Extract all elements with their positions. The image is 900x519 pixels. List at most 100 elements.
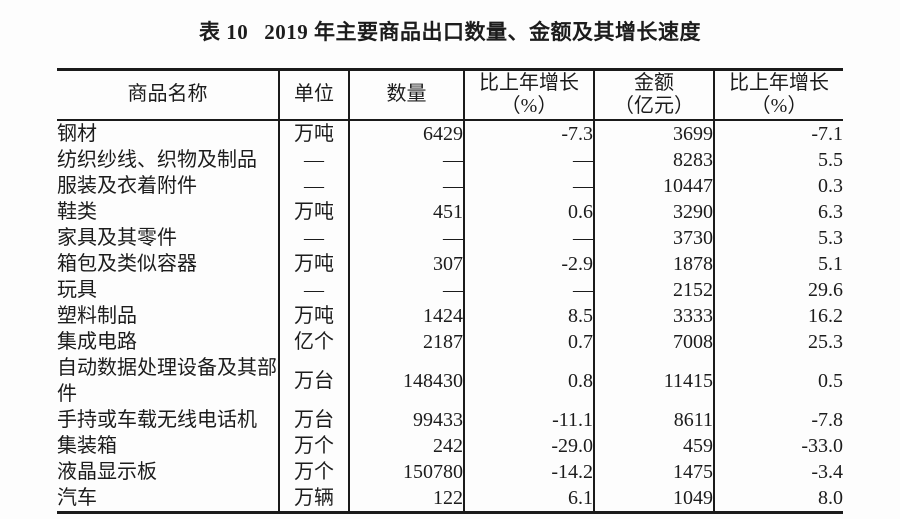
cell-unit: —: [278, 276, 349, 303]
cell-commodity-name: 手持或车载无线电话机: [57, 408, 257, 431]
column-header-line: 金额: [634, 71, 674, 94]
cell-quantity: 99433: [348, 406, 464, 433]
cell-commodity-name: 家具及其零件: [57, 226, 177, 249]
cell-value-growth: 16.2: [713, 302, 843, 329]
table-row: 塑料制品 万吨 1424 8.5 3333 16.2: [57, 302, 843, 329]
table-row: 鞋类 万吨 451 0.6 3290 6.3: [57, 198, 843, 225]
cell-value-growth: -3.4: [713, 458, 843, 485]
cell-value-growth: 8.0: [713, 484, 843, 512]
cell-commodity-name: 纺织纱线、织物及制品: [57, 148, 257, 171]
column-header-line: 商品名称: [127, 83, 208, 106]
cell-commodity-name: 自动数据处理设备及其部件: [57, 356, 277, 405]
cell-value: 7008: [593, 328, 714, 355]
cell-value-growth: -33.0: [713, 432, 843, 459]
table-container: 商品名称 单位 数量 比上年增长 （%）: [57, 68, 843, 514]
cell-quantity: —: [348, 276, 464, 303]
cell-unit: —: [278, 146, 349, 173]
cell-value: 8283: [593, 146, 714, 173]
column-header-unit: 单位: [278, 69, 349, 121]
cell-quantity-growth: —: [463, 146, 594, 173]
cell-commodity-name: 玩具: [57, 278, 97, 301]
cell-commodity-name: 箱包及类似容器: [57, 252, 197, 275]
table-row: 汽车 万辆 122 6.1 1049 8.0: [57, 484, 843, 512]
column-header-quantity-growth: 比上年增长 （%）: [463, 69, 594, 121]
header-row: 商品名称 单位 数量 比上年增长 （%）: [57, 69, 843, 121]
cell-commodity-name: 鞋类: [57, 200, 97, 223]
cell-quantity-growth: -2.9: [463, 250, 594, 277]
cell-quantity: 242: [348, 432, 464, 459]
cell-quantity: 122: [348, 484, 464, 512]
column-header-line: （%）: [750, 94, 808, 117]
cell-unit: —: [278, 172, 349, 199]
table-title: 表 10 2019 年主要商品出口数量、金额及其增长速度: [0, 0, 900, 46]
cell-value: 3290: [593, 198, 714, 225]
cell-commodity-name: 塑料制品: [57, 304, 137, 327]
cell-value: 3333: [593, 302, 714, 329]
table-row: 自动数据处理设备及其部件 万台 148430 0.8 11415 0.5: [57, 354, 843, 407]
cell-value: 3730: [593, 224, 714, 251]
cell-commodity-name: 集装箱: [57, 434, 117, 457]
cell-unit: 万吨: [278, 119, 349, 147]
cell-value-growth: 0.3: [713, 172, 843, 199]
cell-quantity: —: [348, 146, 464, 173]
cell-quantity: 451: [348, 198, 464, 225]
column-header-value-growth: 比上年增长 （%）: [713, 69, 843, 121]
cell-value: 1475: [593, 458, 714, 485]
cell-quantity: 150780: [348, 458, 464, 485]
column-header-line: （%）: [500, 94, 558, 117]
cell-quantity: 1424: [348, 302, 464, 329]
table-row: 纺织纱线、织物及制品 — — — 8283 5.5: [57, 146, 843, 173]
export-commodities-table: 商品名称 单位 数量 比上年增长 （%）: [57, 68, 843, 514]
cell-unit: 万吨: [278, 198, 349, 225]
cell-quantity-growth: 6.1: [463, 484, 594, 512]
cell-quantity-growth: 0.6: [463, 198, 594, 225]
table-row: 服装及衣着附件 — — — 10447 0.3: [57, 172, 843, 199]
table-caption: 2019 年主要商品出口数量、金额及其增长速度: [264, 20, 701, 44]
cell-value-growth: 25.3: [713, 328, 843, 355]
table-row: 家具及其零件 — — — 3730 5.3: [57, 224, 843, 251]
column-header-quantity: 数量: [348, 69, 464, 121]
cell-unit: 亿个: [278, 328, 349, 355]
table-row: 液晶显示板 万个 150780 -14.2 1475 -3.4: [57, 458, 843, 485]
table-row: 箱包及类似容器 万吨 307 -2.9 1878 5.1: [57, 250, 843, 277]
cell-value: 11415: [593, 354, 714, 407]
cell-unit: 万吨: [278, 250, 349, 277]
cell-value-growth: 5.1: [713, 250, 843, 277]
cell-quantity-growth: -11.1: [463, 406, 594, 433]
table-row: 手持或车载无线电话机 万台 99433 -11.1 8611 -7.8: [57, 406, 843, 433]
cell-quantity: 148430: [348, 354, 464, 407]
table-row: 玩具 — — — 2152 29.6: [57, 276, 843, 303]
cell-quantity-growth: —: [463, 172, 594, 199]
cell-quantity: 6429: [348, 119, 464, 147]
cell-unit: 万个: [278, 458, 349, 485]
column-header-commodity: 商品名称: [57, 69, 279, 121]
cell-value: 459: [593, 432, 714, 459]
column-header-line: 单位: [294, 83, 334, 106]
cell-quantity: —: [348, 172, 464, 199]
column-header-line: 比上年增长: [479, 71, 579, 94]
cell-unit: 万个: [278, 432, 349, 459]
cell-value-growth: 5.5: [713, 146, 843, 173]
cell-value: 1049: [593, 484, 714, 512]
cell-value: 1878: [593, 250, 714, 277]
cell-quantity-growth: 0.8: [463, 354, 594, 407]
cell-value-growth: 29.6: [713, 276, 843, 303]
cell-quantity-growth: -7.3: [463, 119, 594, 147]
cell-unit: 万台: [278, 354, 349, 407]
cell-quantity-growth: -29.0: [463, 432, 594, 459]
cell-unit: 万吨: [278, 302, 349, 329]
cell-value-growth: 5.3: [713, 224, 843, 251]
cell-value-growth: -7.8: [713, 406, 843, 433]
cell-quantity-growth: 0.7: [463, 328, 594, 355]
cell-quantity-growth: 8.5: [463, 302, 594, 329]
column-header-line: 数量: [386, 83, 427, 106]
table-body: 钢材 万吨 6429 -7.3 3699 -7.1 纺织纱线、织物及制品 — —…: [57, 119, 843, 512]
column-header-line: （亿元）: [614, 94, 694, 117]
cell-value: 3699: [593, 119, 714, 147]
cell-quantity-growth: —: [463, 276, 594, 303]
table-header: 商品名称 单位 数量 比上年增长 （%）: [57, 69, 843, 121]
cell-value: 2152: [593, 276, 714, 303]
table-row: 钢材 万吨 6429 -7.3 3699 -7.1: [57, 119, 843, 147]
column-header-line: 比上年增长: [729, 71, 829, 94]
